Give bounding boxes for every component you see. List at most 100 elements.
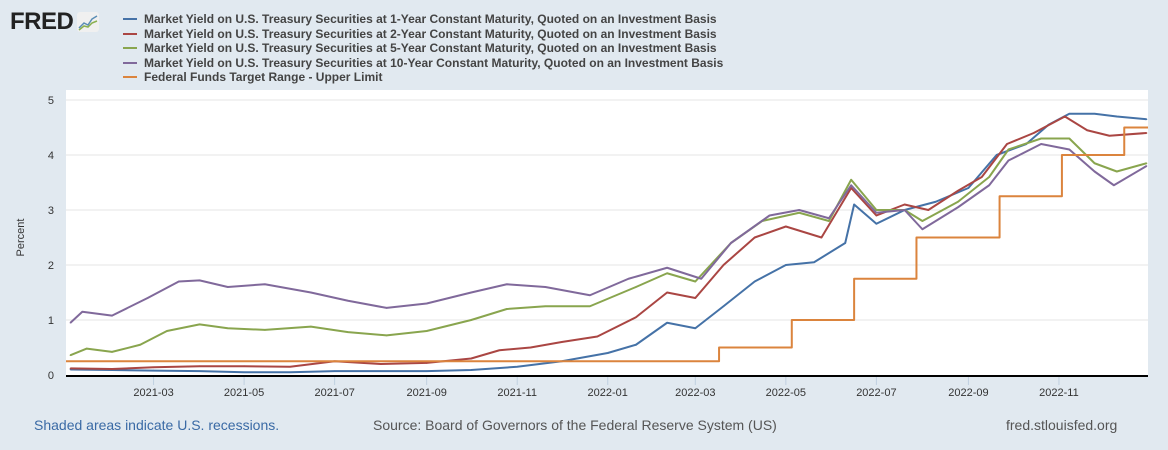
data-point bbox=[385, 307, 388, 309]
data-point bbox=[875, 211, 878, 214]
data-point bbox=[988, 184, 990, 187]
legend-item-10yr[interactable]: Market Yield on U.S. Treasury Securities… bbox=[123, 56, 723, 71]
legend-item-5yr[interactable]: Market Yield on U.S. Treasury Securities… bbox=[123, 41, 723, 56]
data-point bbox=[694, 327, 697, 330]
data-point bbox=[589, 305, 591, 308]
data-point bbox=[921, 228, 924, 231]
data-point bbox=[596, 335, 599, 338]
y-tick-label: 2 bbox=[48, 260, 54, 272]
data-point bbox=[544, 305, 547, 308]
data-point bbox=[768, 214, 771, 217]
data-point bbox=[730, 242, 732, 244]
data-point bbox=[226, 327, 229, 330]
data-point bbox=[1068, 137, 1071, 140]
data-point bbox=[606, 352, 609, 354]
data-point bbox=[1068, 112, 1071, 115]
data-point bbox=[844, 242, 847, 244]
legend-swatch bbox=[123, 76, 137, 79]
y-tick-label: 1 bbox=[48, 315, 54, 327]
x-tick-label: 2022-07 bbox=[856, 387, 896, 399]
data-point bbox=[470, 357, 472, 360]
data-point bbox=[69, 354, 72, 357]
x-tick-label: 2022-09 bbox=[948, 387, 988, 399]
data-point bbox=[694, 280, 697, 283]
data-point bbox=[243, 371, 245, 374]
data-point bbox=[1145, 162, 1148, 165]
data-point bbox=[198, 370, 201, 372]
data-point bbox=[957, 200, 959, 203]
data-point bbox=[152, 366, 155, 369]
data-point bbox=[1040, 143, 1042, 145]
y-tick-label: 4 bbox=[48, 150, 54, 162]
data-point bbox=[1007, 159, 1010, 162]
data-point bbox=[85, 347, 88, 350]
data-point bbox=[506, 283, 508, 286]
data-point bbox=[1116, 115, 1118, 118]
data-point bbox=[81, 310, 84, 313]
legend-label: Market Yield on U.S. Treasury Securities… bbox=[144, 55, 724, 70]
data-point bbox=[178, 280, 180, 283]
data-point bbox=[243, 365, 245, 368]
x-tick-label: 2022-11 bbox=[1039, 387, 1079, 399]
data-point bbox=[635, 286, 637, 288]
data-point bbox=[529, 346, 532, 349]
data-point bbox=[1113, 184, 1115, 187]
data-point bbox=[425, 370, 428, 372]
data-point bbox=[289, 365, 291, 368]
data-point bbox=[289, 371, 291, 374]
chart-legend: Market Yield on U.S. Treasury Securities… bbox=[123, 12, 723, 85]
data-point bbox=[1032, 132, 1035, 134]
data-point bbox=[152, 369, 155, 372]
x-tick-label: 2021-05 bbox=[224, 387, 264, 399]
data-point bbox=[627, 277, 630, 280]
data-point bbox=[264, 283, 266, 286]
data-point bbox=[828, 217, 830, 220]
data-point bbox=[111, 368, 113, 370]
x-tick-label: 2022-05 bbox=[766, 387, 806, 399]
legend-item-2yr[interactable]: Market Yield on U.S. Treasury Securities… bbox=[123, 27, 723, 42]
data-point bbox=[927, 209, 930, 211]
legend-item-1yr[interactable]: Market Yield on U.S. Treasury Securities… bbox=[123, 12, 723, 27]
data-point bbox=[1145, 165, 1148, 167]
data-point bbox=[198, 279, 201, 282]
x-tick-label: 2022-03 bbox=[675, 387, 715, 399]
data-point bbox=[146, 297, 149, 299]
data-point bbox=[988, 176, 990, 178]
data-point bbox=[1145, 118, 1148, 121]
y-axis-label: Percent bbox=[15, 219, 27, 257]
data-point bbox=[853, 203, 855, 206]
data-point bbox=[785, 225, 787, 228]
site-link[interactable]: fred.stlouisfed.org bbox=[1006, 417, 1118, 433]
data-point bbox=[798, 209, 801, 211]
data-point bbox=[1145, 132, 1148, 134]
data-point bbox=[198, 323, 201, 326]
logo-text: FRED bbox=[10, 8, 74, 35]
data-point bbox=[333, 370, 336, 372]
data-point bbox=[980, 176, 983, 178]
data-point bbox=[425, 302, 428, 305]
data-point bbox=[722, 264, 725, 266]
recession-note-link[interactable]: Shaded areas indicate U.S. recessions. bbox=[34, 417, 280, 433]
data-point bbox=[1086, 129, 1088, 132]
legend-item-fedfunds[interactable]: Federal Funds Target Range - Upper Limit bbox=[123, 70, 723, 85]
x-tick-label: 2021-09 bbox=[406, 387, 446, 399]
data-point bbox=[560, 341, 563, 343]
data-point bbox=[264, 329, 266, 331]
data-point bbox=[828, 220, 830, 222]
data-point bbox=[957, 206, 959, 209]
data-point bbox=[934, 200, 937, 203]
data-point bbox=[1064, 115, 1066, 118]
data-point bbox=[544, 286, 547, 288]
data-point bbox=[226, 286, 229, 288]
data-point bbox=[111, 314, 113, 317]
fred-logo[interactable]: FRED bbox=[10, 8, 100, 36]
data-point bbox=[1093, 170, 1096, 173]
data-point bbox=[875, 214, 878, 217]
data-point bbox=[903, 203, 906, 206]
data-point bbox=[903, 209, 906, 211]
data-point bbox=[694, 297, 697, 299]
x-tick-label: 2021-03 bbox=[133, 387, 173, 399]
x-tick-label: 2022-01 bbox=[588, 387, 628, 399]
legend-label: Market Yield on U.S. Treasury Securities… bbox=[144, 41, 717, 56]
data-point bbox=[347, 331, 349, 333]
